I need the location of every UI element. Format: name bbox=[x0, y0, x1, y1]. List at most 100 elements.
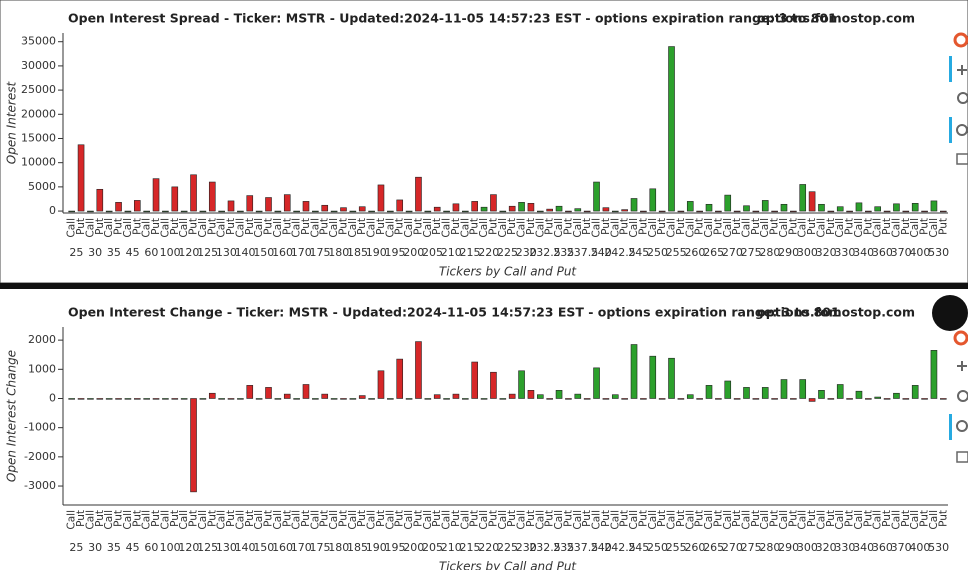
x-tick-label: 245 bbox=[628, 541, 649, 554]
save-tool[interactable] bbox=[956, 153, 968, 165]
x-tick-label: 225 bbox=[497, 246, 518, 259]
bar bbox=[621, 209, 628, 212]
bar bbox=[293, 210, 300, 213]
wheel-tool[interactable] bbox=[956, 420, 968, 432]
pan-tool[interactable] bbox=[957, 361, 967, 371]
x-subcategory-label: Call bbox=[797, 510, 809, 530]
x-subcategory-label: Call bbox=[66, 218, 78, 238]
bar bbox=[865, 210, 872, 213]
bar bbox=[668, 46, 675, 212]
x-subcategory-label: Call bbox=[516, 218, 528, 238]
x-subcategory-label: Call bbox=[609, 510, 621, 530]
x-subcategory-label: Call bbox=[347, 510, 359, 530]
x-subcategory-label: Call bbox=[347, 218, 359, 238]
bar bbox=[818, 203, 825, 212]
x-subcategory-label: Put bbox=[544, 218, 556, 235]
x-subcategory-label: Call bbox=[272, 510, 284, 530]
bar bbox=[115, 202, 122, 212]
bar bbox=[621, 398, 628, 400]
bar bbox=[518, 202, 525, 212]
bar bbox=[715, 210, 722, 213]
bar bbox=[940, 210, 947, 213]
bar bbox=[396, 358, 404, 399]
x-tick-label: 200 bbox=[403, 541, 424, 554]
x-subcategory-label: Call bbox=[309, 510, 321, 530]
bar bbox=[752, 398, 760, 400]
bar bbox=[602, 398, 610, 400]
x-subcategory-label: Call bbox=[572, 218, 584, 238]
x-tick-label: 45 bbox=[126, 541, 140, 554]
x-tick-label: 230 bbox=[516, 541, 537, 554]
x-subcategory-label: Put bbox=[412, 510, 424, 527]
x-axis-title: Tickers by Call and Put bbox=[439, 560, 578, 570]
x-subcategory-label: Put bbox=[525, 510, 537, 527]
bar bbox=[480, 398, 488, 400]
x-tick-label: 190 bbox=[366, 541, 387, 554]
x-subcategory-label: Put bbox=[394, 218, 406, 235]
bar bbox=[499, 398, 507, 400]
x-subcategory-label: Put bbox=[525, 218, 537, 235]
x-tick-label: 120 bbox=[178, 246, 199, 259]
x-subcategory-label: Put bbox=[131, 510, 143, 527]
x-subcategory-label: Call bbox=[703, 510, 715, 530]
x-tick-label: 195 bbox=[385, 541, 406, 554]
bar bbox=[902, 398, 910, 400]
chart-title: Open Interest Spread - Ticker: MSTR - Up… bbox=[68, 11, 837, 26]
x-subcategory-label: Put bbox=[712, 218, 724, 235]
x-subcategory-label: Call bbox=[459, 510, 471, 530]
watermark: options.fomostop.com bbox=[757, 11, 915, 26]
x-tick-label: 25 bbox=[69, 541, 83, 554]
y-tick-label: 20000 bbox=[21, 107, 56, 120]
bar bbox=[537, 394, 544, 399]
x-subcategory-label: Put bbox=[263, 218, 275, 235]
y-tick-label: 25000 bbox=[21, 83, 56, 96]
bar bbox=[508, 393, 516, 399]
x-subcategory-label: Call bbox=[384, 218, 396, 238]
bar bbox=[630, 198, 638, 212]
x-subcategory-label: Put bbox=[919, 510, 931, 527]
x-tick-label: 160 bbox=[272, 541, 293, 554]
bar bbox=[143, 210, 150, 213]
x-subcategory-label: Put bbox=[75, 510, 87, 527]
bar bbox=[658, 398, 666, 400]
pan-tool[interactable] bbox=[957, 65, 967, 75]
bar bbox=[930, 200, 938, 212]
bar bbox=[640, 210, 647, 213]
x-tick-label: 205 bbox=[422, 246, 443, 259]
x-subcategory-label: Call bbox=[366, 510, 378, 530]
y-axis-title: Open Interest bbox=[5, 81, 19, 165]
zoom-tool[interactable] bbox=[957, 390, 968, 402]
x-subcategory-label: Put bbox=[131, 218, 143, 235]
bar bbox=[133, 398, 141, 400]
bar bbox=[893, 392, 900, 399]
x-subcategory-label: Call bbox=[178, 218, 190, 238]
zoom-tool[interactable] bbox=[957, 92, 968, 104]
x-subcategory-label: Put bbox=[937, 510, 949, 527]
x-tick-label: 232.5 bbox=[529, 541, 561, 554]
x-tick-label: 170 bbox=[291, 246, 312, 259]
bar bbox=[302, 201, 310, 212]
x-tick-label: 170 bbox=[291, 541, 312, 554]
x-subcategory-label: Put bbox=[300, 510, 312, 527]
x-subcategory-label: Call bbox=[478, 218, 490, 238]
x-subcategory-label: Put bbox=[844, 510, 856, 527]
x-subcategory-label: Call bbox=[778, 510, 790, 530]
bar bbox=[893, 203, 900, 212]
save-tool[interactable] bbox=[956, 451, 968, 463]
bar bbox=[312, 398, 319, 400]
bar bbox=[443, 210, 450, 213]
x-subcategory-label: Put bbox=[113, 510, 125, 527]
x-tick-label: 242.5 bbox=[604, 246, 636, 259]
bar bbox=[87, 398, 94, 400]
x-tick-label: 220 bbox=[478, 246, 499, 259]
x-subcategory-label: Call bbox=[291, 218, 303, 238]
x-subcategory-label: Call bbox=[103, 510, 115, 530]
wheel-tool[interactable] bbox=[956, 124, 968, 136]
x-tick-label: 180 bbox=[328, 541, 349, 554]
bar bbox=[115, 398, 122, 400]
panel-frame bbox=[0, 0, 968, 284]
toolbar[interactable] bbox=[932, 32, 968, 463]
bar bbox=[855, 202, 863, 212]
overlay-button[interactable] bbox=[932, 295, 968, 331]
x-subcategory-label: Call bbox=[666, 510, 678, 530]
